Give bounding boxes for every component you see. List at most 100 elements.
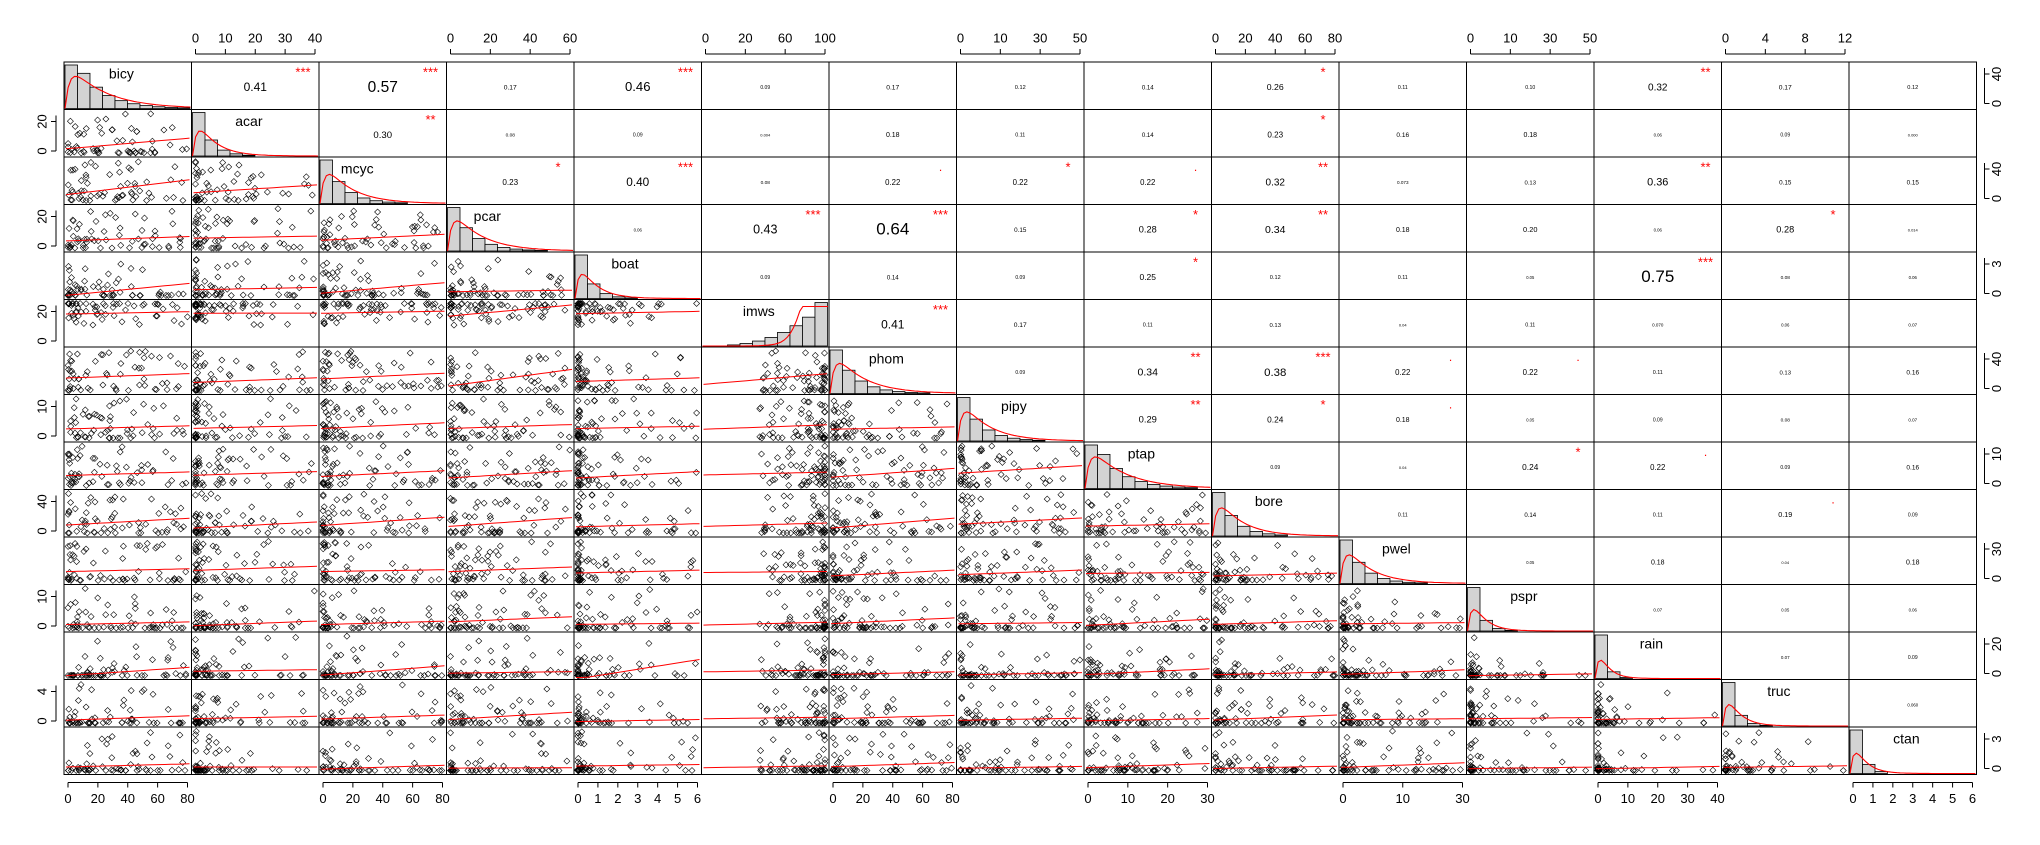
panel-pspr-pspr: pspr	[1467, 585, 1595, 633]
scatter-point	[1060, 504, 1066, 510]
scatter-point	[670, 435, 676, 441]
scatter-point	[619, 619, 625, 625]
correlation-value: 0.05	[1526, 417, 1535, 422]
scatter-point	[685, 508, 691, 514]
scatter-point	[1052, 623, 1058, 629]
scatter-point	[542, 549, 548, 555]
panel-imws-boat	[574, 300, 702, 348]
correlation-value: 0.22	[1395, 368, 1410, 377]
scatter-point	[817, 589, 823, 595]
scatter-point	[363, 577, 369, 583]
significance-stars: **	[425, 112, 435, 127]
scatter-point	[1049, 613, 1055, 619]
scatter-point	[777, 578, 783, 584]
scatter-point	[393, 652, 399, 658]
scatter-point	[418, 217, 424, 223]
panel-pwel-ctan: 0.18	[1849, 537, 1977, 585]
scatter-point	[230, 649, 236, 655]
scatter-point	[495, 319, 501, 325]
panel-mcyc-acar	[192, 157, 320, 205]
scatter-point	[1279, 575, 1285, 581]
scatter-point	[426, 612, 432, 618]
scatter-point	[234, 552, 240, 558]
scatter-point	[213, 220, 219, 226]
correlation-value: 0.17	[504, 85, 517, 92]
loess-smoother	[321, 283, 445, 294]
scatter-point	[382, 494, 388, 500]
scatter-point	[371, 530, 377, 536]
scatter-points	[65, 159, 186, 204]
scatter-point	[774, 370, 780, 376]
scatter-point	[94, 193, 100, 199]
scatter-point	[1115, 597, 1121, 603]
panel-pspr-pwel	[1339, 585, 1467, 633]
scatter-point	[383, 573, 389, 579]
correlation-value: 0.34	[1265, 224, 1286, 236]
hist-bar	[625, 298, 637, 299]
scatter-point	[339, 357, 345, 363]
scatter-point	[252, 431, 258, 437]
scatter-point	[775, 455, 781, 461]
scatter-point	[886, 539, 892, 545]
scatter-point	[613, 554, 619, 560]
hist-bar	[802, 317, 814, 346]
hist-bar	[382, 202, 394, 203]
scatter-point	[438, 305, 444, 311]
significance-stars: ***	[295, 64, 310, 79]
scatter-point	[83, 245, 89, 251]
panel-boat-pipy: 0.09	[957, 252, 1085, 300]
scatter-point	[424, 377, 430, 383]
scatter-point	[225, 315, 231, 321]
scatter-point	[604, 483, 610, 489]
scatter-point	[143, 546, 149, 552]
scatter-points	[68, 396, 187, 441]
hist-bar	[230, 154, 242, 156]
hist-bar	[1415, 583, 1427, 584]
correlation-value: 0.06	[1654, 132, 1663, 137]
scatter-points	[193, 491, 312, 536]
panel-bore-mcyc	[319, 490, 447, 538]
correlation-value: 0.14	[1142, 132, 1154, 139]
scatter-point	[590, 616, 596, 622]
scatter-point	[336, 474, 342, 480]
scatter-point	[1160, 558, 1166, 564]
scatter-point	[105, 271, 111, 277]
scatter-point	[130, 433, 136, 439]
scatter-point	[118, 242, 124, 248]
scatter-point	[216, 448, 222, 454]
scatter-point	[542, 505, 548, 511]
scatter-point	[1129, 606, 1135, 612]
scatter-point	[657, 625, 663, 631]
scatter-point	[874, 530, 880, 536]
scatter-point	[360, 379, 366, 385]
scatter-point	[1272, 618, 1278, 624]
correlation-value: 0.004	[760, 132, 771, 137]
scatter-point	[901, 481, 907, 487]
scatter-point	[1166, 549, 1172, 555]
scatter-point	[694, 301, 700, 307]
scatter-point	[125, 301, 131, 307]
scatter-point	[532, 459, 538, 465]
scatter-point	[1027, 578, 1033, 584]
scatter-point	[418, 383, 424, 389]
correlation-value: 0.11	[1398, 275, 1408, 281]
scatter-point	[351, 270, 357, 276]
panel-border	[447, 395, 575, 443]
scatter-point	[391, 290, 397, 296]
scatter-point	[516, 315, 522, 321]
scatter-point	[221, 184, 227, 190]
scatter-point	[279, 427, 285, 433]
scatter-point	[759, 451, 765, 457]
scatter-point	[668, 478, 674, 484]
scatter-point	[810, 493, 816, 499]
scatter-point	[351, 208, 357, 214]
loess-smoother	[576, 472, 700, 479]
panel-bicy-bicy: bicy	[64, 62, 192, 110]
scatter-point	[194, 166, 200, 172]
scatter-point	[350, 647, 356, 653]
scatter-point	[333, 285, 339, 291]
significance-stars: *	[1830, 207, 1835, 222]
scatter-point	[171, 318, 177, 324]
scatter-point	[280, 453, 286, 459]
scatter-point	[943, 577, 949, 583]
